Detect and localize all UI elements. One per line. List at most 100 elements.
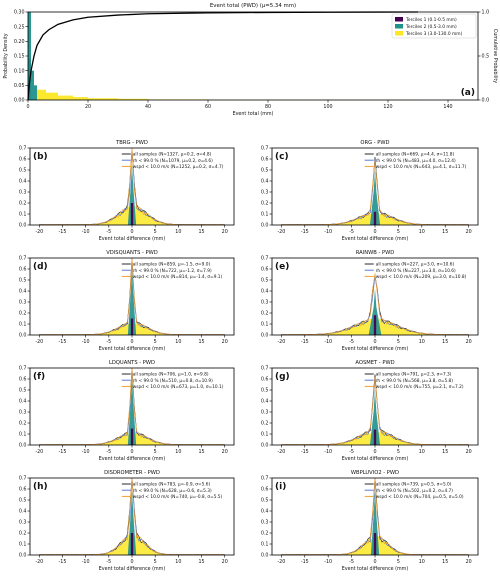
tercile1-bar [130, 428, 134, 445]
y-tick-label: 0.4 [19, 179, 27, 185]
x-tick-label: 5 [154, 559, 157, 565]
y-tick-label: 0.7 [19, 146, 27, 152]
legend-swatch [395, 17, 403, 22]
tercile2-area [368, 288, 382, 335]
x-tick-label: 15 [198, 339, 204, 345]
x-tick-label: 15 [442, 559, 448, 565]
legend-entry: rh < 99.0 % (N=502, μ=0.2, σ=4.7) [376, 488, 454, 494]
y-tick-label: 0.5 [261, 498, 269, 504]
y-tick-label: 0.0 [19, 553, 27, 559]
x-tick-label: 120 [383, 104, 392, 110]
y-tick-label: 0.3 [261, 190, 269, 196]
x-tick-label: 5 [154, 339, 157, 345]
x-tick-label: -10 [82, 559, 90, 565]
legend-entry: wspd < 10.0 m/s (N=704, μ=0.5, σ=5.0) [376, 494, 464, 500]
x-tick-label: -20 [35, 339, 43, 345]
x-tick-label: 15 [442, 339, 448, 345]
tercile2-area [127, 376, 137, 445]
y-tick-label: 0.7 [261, 476, 269, 482]
panel-e: -20 -15 -10 -5 0 5 10 15 20 0.0 0.1 0.2 0.3 0.4 0.5 0.6… [261, 250, 479, 352]
y-tick-label: 0.15 [14, 54, 25, 60]
y-tick-label: 0.1 [261, 212, 269, 218]
x-axis-label: Event total difference (mm) [342, 346, 409, 352]
panel-title: DISDROMETER - PWD [104, 470, 160, 476]
x-tick-label: -10 [324, 229, 332, 235]
y-tick-label: 0.4 [19, 509, 27, 515]
x-tick-label: 20 [222, 229, 228, 235]
x-tick-label: 20 [222, 449, 228, 455]
panel-h: -20 -15 -10 -5 0 5 10 15 20 0.0 0.1 0.2 0.3 0.4 0.5 0.6… [19, 470, 235, 572]
x-tick-label: -5 [106, 339, 111, 345]
y-tick-label: 0.6 [261, 157, 269, 163]
panel-label: (b) [33, 152, 48, 162]
x-tick-label: -15 [301, 229, 309, 235]
x-tick-label: -5 [349, 559, 354, 565]
x-tick-label: 20 [222, 339, 228, 345]
panel-b: -20 -15 -10 -5 0 5 10 15 20 0.0 0.1 0.2 0.3 0.4 0.5 0.6… [19, 140, 235, 242]
chart-title: Event total (PWD) (μ=5.34 mm) [210, 3, 296, 9]
y-tick-label: 0.5 [19, 388, 27, 394]
x-tick-label: -20 [277, 559, 285, 565]
x-tick-label: -5 [106, 559, 111, 565]
y-tick-label: 0.0 [19, 333, 27, 339]
legend-entry: wspd < 10.0 m/s (N=755, μ=2.1, σ=7.2) [376, 384, 464, 390]
histogram-bar [28, 12, 31, 100]
y-tick-label: 0.2 [19, 531, 27, 537]
y-tick-label: 0.5 [261, 168, 269, 174]
legend-entry: rh < 99.0 % (N=510, μ=0.8, σ=10.9) [133, 378, 213, 384]
x-tick-label: 20 [85, 104, 91, 110]
tercile1-bar [130, 533, 134, 555]
y-tick-label: 0.10 [14, 68, 25, 74]
y-tick-label: 0.1 [19, 432, 27, 438]
x-tick-label: 20 [466, 339, 472, 345]
x-tick-label: -20 [35, 449, 43, 455]
y-tick-label: 0.6 [19, 267, 27, 273]
x-tick-label: 10 [175, 339, 181, 345]
x-tick-label: 5 [154, 449, 157, 455]
x-tick-label: -15 [59, 559, 67, 565]
x-tick-label: 5 [397, 229, 400, 235]
tercile1-bar [373, 429, 377, 445]
y-tick-label: 0.5 [261, 278, 269, 284]
tercile1-bar [130, 203, 134, 225]
panel-title: TBRG - PWD [115, 140, 148, 146]
x-tick-label: 100 [323, 104, 332, 110]
histogram-bar [31, 70, 34, 100]
legend-swatch [395, 31, 403, 36]
x-tick-label: -15 [59, 339, 67, 345]
legend-entry: Terciles 2 (0.5-3.0 mm) [405, 24, 457, 30]
x-axis-label: Event total (mm) [233, 111, 274, 117]
panel-title: ORG - PWD [360, 140, 389, 146]
histogram-bar [58, 95, 73, 100]
legend-entry: rh < 99.0 % (N=483, μ=4.0, σ=12.4) [376, 158, 456, 164]
y-tick-label: 0.2 [19, 311, 27, 317]
tercile2-area [370, 489, 380, 555]
y-tick-label: 0.1 [19, 322, 27, 328]
histogram-bar [46, 92, 58, 100]
panel-title: LDQUANTS - PWD [109, 360, 155, 366]
tercile1-bar [373, 533, 377, 555]
x-tick-label: 0 [373, 229, 376, 235]
x-tick-label: 0 [373, 449, 376, 455]
panel-title: AOSMET - PWD [355, 360, 394, 366]
panel-title: VDISQUANTS - PWD [106, 250, 158, 256]
x-axis-label: Event total difference (mm) [342, 566, 409, 572]
y-tick-label: 0.3 [19, 300, 27, 306]
x-tick-label: 10 [419, 229, 425, 235]
y-tick-label: 0.3 [19, 190, 27, 196]
legend-entry: all samples (N=791, μ=2.3, σ=7.3) [376, 372, 452, 378]
y2-tick-label: 1.0 [482, 10, 490, 16]
histogram-bar [118, 98, 148, 100]
x-tick-label: 15 [442, 229, 448, 235]
y-tick-label: 0.4 [261, 509, 269, 515]
x-tick-label: 15 [442, 449, 448, 455]
histogram-bar [88, 98, 118, 100]
legend-entry: rh < 99.0 % (N=722, μ=-1.2, σ=7.9) [133, 268, 212, 274]
tercile1-bar [130, 318, 134, 335]
y-tick-label: 0.3 [19, 410, 27, 416]
y-tick-label: 0.5 [261, 388, 269, 394]
tercile1-bar [373, 211, 377, 225]
x-tick-label: 20 [222, 559, 228, 565]
x-tick-label: 60 [205, 104, 211, 110]
